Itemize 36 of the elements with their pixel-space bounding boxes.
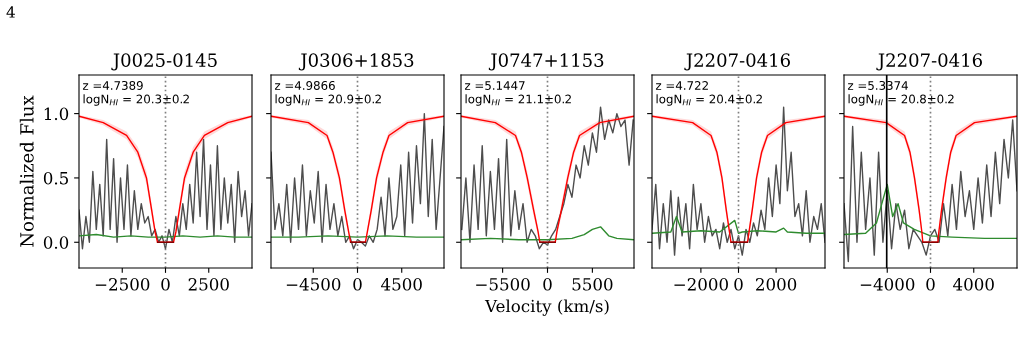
x-tick-label: −4500 [286,278,341,291]
annotation: logN$_{HI}$ = 20.4±0.2 [656,94,762,106]
annotation: z =4.7389 [82,81,143,90]
chart-title: J0747+1153 [488,53,604,71]
annotation: z =4.722 [655,81,708,90]
x-tick-label: −2500 [95,278,150,291]
y-tick-label: 0.5 [43,171,68,185]
chart-title: J2207-0416 [876,53,982,71]
x-tick-label: 4000 [953,278,994,291]
annotation: z =5.1447 [464,81,525,90]
x-tick-label: 0 [353,278,362,291]
x-tick-label: 0 [734,278,743,291]
chart-title: J0306+1853 [298,53,414,71]
x-tick-label: 2000 [756,278,797,291]
x-tick-label: 2500 [188,278,229,291]
x-tick-label: 0 [161,278,170,291]
x-tick-label: 4500 [381,278,422,291]
x-tick-label: 0 [926,278,935,291]
chart-title: J2207-0416 [684,53,790,71]
x-tick-label: −2000 [674,278,728,291]
annotation: logN$_{HI}$ = 20.9±0.2 [275,94,381,106]
annotation: z =4.9866 [274,81,335,90]
x-axis-title: Velocity (km/s) [484,299,609,316]
annotation: logN$_{HI}$ = 20.8±0.2 [848,94,954,106]
annotation: logN$_{HI}$ = 21.1±0.2 [465,94,571,106]
y-tick-label: 0.0 [43,236,69,249]
x-tick-label: −4000 [860,278,915,291]
x-tick-label: 5500 [572,278,613,291]
y-tick-label: 1.0 [44,107,69,121]
annotation: logN$_{HI}$ = 20.3±0.2 [83,94,189,106]
y-axis-title: Normalized Flux [19,95,34,247]
chart-title: J0025-0145 [111,53,217,71]
x-tick-label: −5500 [476,278,530,291]
text: 4 [6,6,15,18]
x-tick-label: 0 [543,278,552,291]
line-series [79,138,252,250]
